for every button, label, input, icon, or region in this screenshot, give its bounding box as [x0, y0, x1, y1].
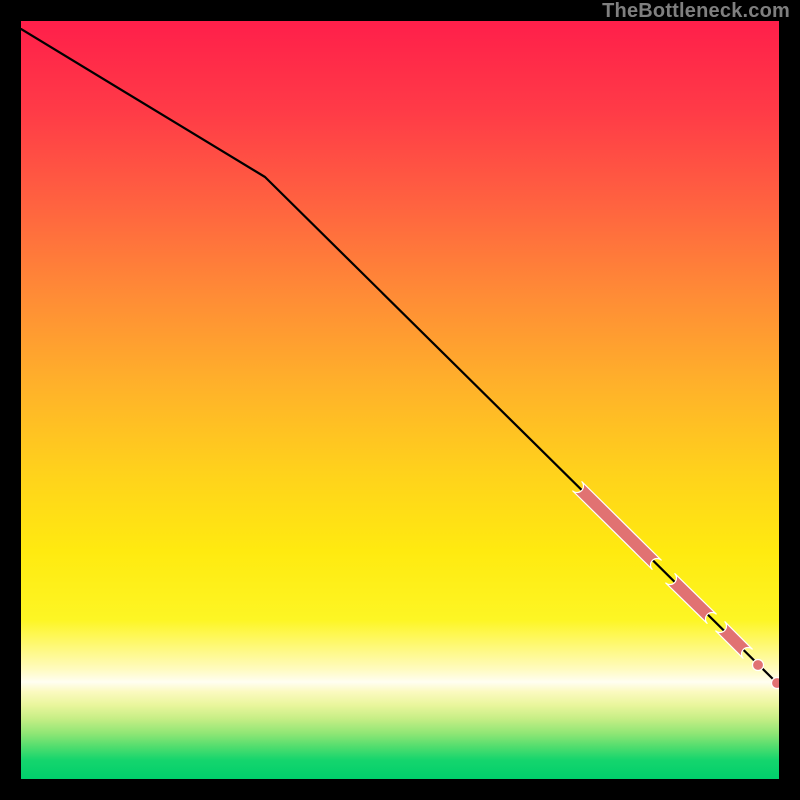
outer-frame: TheBottleneck.com	[0, 0, 800, 800]
chart-svg	[21, 21, 779, 779]
marker-dot-0	[753, 660, 764, 671]
watermark-text: TheBottleneck.com	[602, 0, 790, 23]
gradient-background	[21, 21, 779, 779]
marker-dot-1	[772, 678, 780, 689]
